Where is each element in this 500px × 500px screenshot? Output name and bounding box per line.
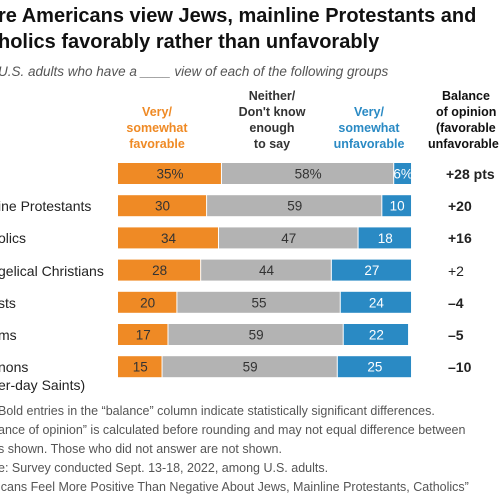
- value-label-unfavorable: 10: [390, 199, 405, 214]
- bar-segment-favorable: [118, 227, 218, 249]
- header-balance-line: Balance: [442, 89, 490, 103]
- header-unfavorable-line: unfavorable: [333, 137, 405, 151]
- header-favorable-line: Very/: [142, 105, 172, 119]
- value-label-favorable: 34: [161, 231, 177, 246]
- row-label: ms: [0, 327, 17, 343]
- value-label-favorable: 17: [136, 328, 151, 343]
- header-neither-line: enough: [249, 121, 295, 135]
- row-label: nons: [0, 359, 29, 376]
- header-unfavorable: Very/ somewhat unfavorable: [328, 104, 410, 152]
- value-label-unfavorable: 22: [369, 328, 384, 343]
- row-label: gelical Christians: [0, 262, 104, 279]
- balance-value: +16: [448, 230, 472, 247]
- bar-segment-favorable: [118, 291, 177, 313]
- header-neither-line: to say: [253, 137, 291, 151]
- note-no-answer: s shown. Those who did not answer are no…: [0, 442, 282, 456]
- note-significance: Bold entries in the “balance” column ind…: [0, 404, 435, 418]
- chart-subtitle: U.S. adults who have a ____ view of each…: [0, 64, 389, 79]
- value-label-neither: 55: [252, 295, 267, 310]
- bar-segment-favorable: [118, 324, 168, 345]
- value-label-neither: 47: [281, 231, 296, 246]
- bar-segment-favorable: [118, 163, 221, 184]
- bar-segment-favorable: [118, 356, 162, 378]
- value-label-favorable: 35%: [156, 167, 183, 182]
- row-label: sts: [0, 294, 16, 311]
- header-unfavorable-line: somewhat: [338, 121, 400, 135]
- bar-segment-neither: [168, 324, 343, 345]
- bar-segment-favorable: [118, 195, 207, 217]
- header-unfavorable-line: Very/: [354, 105, 384, 119]
- value-label-unfavorable: 24: [369, 295, 385, 310]
- row-label: olics: [0, 230, 27, 247]
- balance-value: –5: [448, 327, 464, 343]
- note-source: e: Survey conducted Sept. 13-18, 2022, a…: [0, 461, 329, 475]
- header-balance-line: of opinion: [436, 105, 497, 119]
- stacked-bar-chart: 35% 58% 6% 30 59 10 34 47 18 28 44 27 20 55 24 17 59 22 15…: [118, 163, 413, 378]
- value-label-neither: 58%: [295, 167, 322, 182]
- value-label-unfavorable: 27: [364, 263, 379, 278]
- bar-segment-favorable: [118, 259, 201, 281]
- row-label: ine Protestants: [0, 198, 92, 215]
- header-favorable-line: somewhat: [126, 121, 188, 135]
- bar-segment-neither: [162, 356, 337, 378]
- bar-segment-unfavorable: [394, 163, 412, 184]
- bar-segment-unfavorable: [343, 324, 409, 345]
- header-neither-line: Neither/: [248, 89, 296, 103]
- bar-segment-unfavorable: [382, 195, 412, 217]
- bar-segment-neither: [177, 291, 340, 313]
- value-label-neither: 59: [287, 199, 302, 214]
- value-label-neither: 44: [259, 263, 275, 278]
- header-neither-line: Don't know: [238, 105, 306, 119]
- header-balance-line: (favorable: [436, 121, 496, 135]
- value-label-favorable: 30: [155, 199, 170, 214]
- note-report-title: icans Feel More Positive Than Negative A…: [0, 480, 469, 494]
- value-label-neither: 59: [249, 328, 264, 343]
- header-favorable: Very/ somewhat favorable: [118, 104, 196, 152]
- value-label-unfavorable: 25: [367, 360, 382, 375]
- header-favorable-line: favorable: [129, 137, 185, 151]
- header-balance: Balance of opinion (favorable unfavorabl…: [426, 88, 500, 152]
- bar-segment-unfavorable: [358, 227, 412, 249]
- balance-value: +20: [448, 198, 472, 215]
- note-balance-calc: ance of opinion” is calculated before ro…: [0, 423, 466, 437]
- bar-segment-neither: [221, 163, 394, 184]
- bar-segment-neither: [218, 227, 358, 249]
- chart-title-line-2: holics favorably rather than unfavorably: [0, 31, 380, 53]
- bar-segment-unfavorable: [340, 291, 412, 313]
- balance-value: –10: [448, 359, 472, 376]
- chart-title-line-1: re Americans view Jews, mainline Protest…: [0, 5, 477, 27]
- row-sublabel: er-day Saints): [0, 377, 86, 394]
- bar-segment-neither: [201, 259, 331, 281]
- bar-segment-unfavorable: [337, 356, 412, 378]
- value-label-neither: 59: [243, 360, 258, 375]
- header-balance-line: unfavorable: [428, 137, 499, 151]
- header-neither: Neither/ Don't know enough to say: [224, 88, 320, 152]
- value-label-unfavorable: 18: [378, 231, 393, 246]
- value-label-unfavorable: 6%: [393, 167, 413, 182]
- value-label-favorable: 28: [152, 263, 167, 278]
- value-label-favorable: 15: [133, 360, 148, 375]
- bar-segment-neither: [207, 195, 382, 217]
- balance-value: –4: [448, 294, 464, 311]
- balance-value: +28 pts: [446, 166, 495, 182]
- bar-segment-unfavorable: [331, 259, 412, 281]
- balance-value: +2: [448, 262, 464, 279]
- value-label-favorable: 20: [140, 295, 155, 310]
